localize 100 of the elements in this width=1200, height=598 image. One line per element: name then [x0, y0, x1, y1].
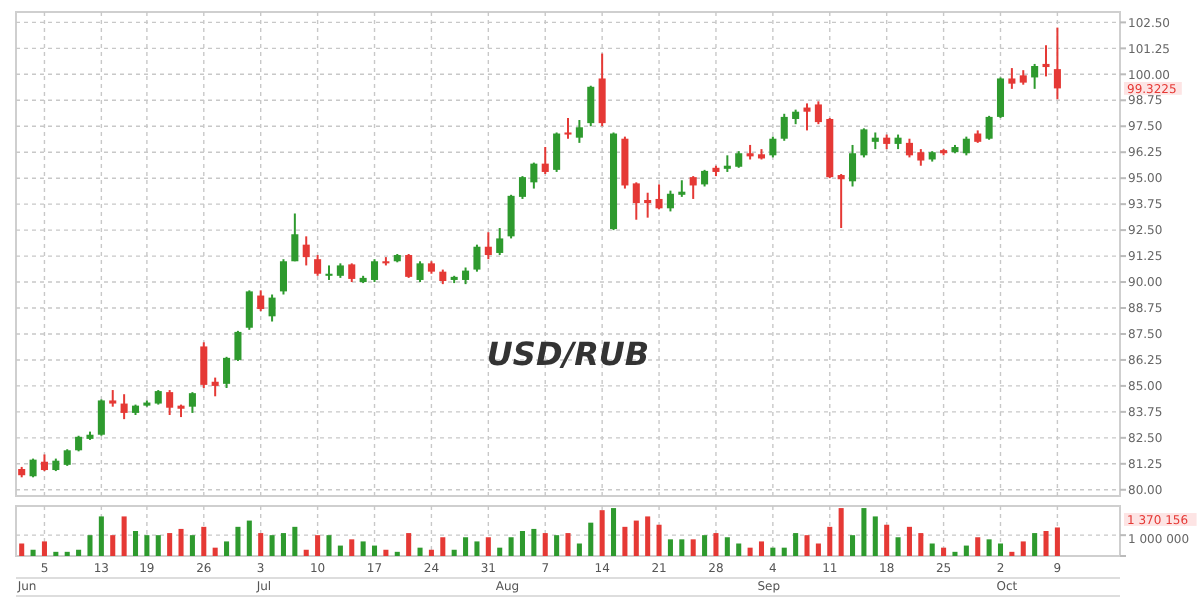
bar [189, 535, 195, 556]
bar [519, 531, 525, 556]
bar [497, 547, 503, 556]
bar [30, 549, 36, 556]
bar [861, 508, 867, 556]
bar [258, 533, 264, 556]
bar [986, 539, 992, 556]
bar [599, 510, 605, 556]
candlestick [484, 231, 492, 261]
bar [417, 547, 423, 556]
bar [178, 528, 184, 556]
bar [975, 537, 981, 556]
candlestick [416, 260, 424, 284]
bar [554, 535, 560, 556]
bar [576, 543, 582, 556]
candlestick [621, 135, 629, 190]
candlestick [302, 235, 310, 267]
bar [371, 545, 378, 556]
candlestick [541, 146, 549, 176]
candlestick [575, 119, 583, 144]
bar [929, 543, 935, 556]
bar [349, 539, 355, 556]
bar [656, 524, 662, 556]
candlestick [860, 127, 868, 159]
bar [838, 508, 844, 556]
bar [758, 541, 765, 556]
bar [315, 535, 321, 556]
bar [246, 520, 252, 556]
bar [451, 549, 457, 556]
bar [155, 535, 161, 556]
bar [963, 545, 969, 556]
bar [793, 533, 799, 556]
candlestick [632, 181, 640, 221]
candlestick [564, 116, 572, 140]
bar [303, 549, 309, 556]
candlestick [655, 183, 663, 211]
bar [406, 533, 412, 556]
bar [474, 541, 480, 556]
bar [611, 508, 617, 556]
bar [906, 526, 912, 556]
candlestick [29, 457, 37, 479]
bar [622, 526, 628, 556]
bar [132, 531, 139, 556]
bar [872, 516, 878, 556]
bar [144, 535, 150, 556]
candlestick [1008, 67, 1016, 90]
candlestick [780, 112, 788, 142]
bar [428, 549, 434, 556]
candlestick [291, 212, 299, 263]
candlestick [1042, 44, 1050, 78]
bar [588, 522, 594, 556]
bar [212, 547, 218, 556]
candlestick [803, 102, 811, 132]
candlestick [257, 289, 265, 313]
candlestick [814, 100, 822, 126]
candlestick [849, 143, 857, 188]
candlestick [405, 253, 413, 279]
bar [815, 543, 821, 556]
candlestick [473, 243, 481, 273]
bar [383, 549, 389, 556]
bar [235, 526, 241, 556]
bar [269, 535, 275, 556]
candlestick [962, 135, 970, 157]
bar [918, 533, 924, 556]
bar [292, 526, 298, 556]
candlestick [985, 114, 993, 141]
candlestick [598, 52, 606, 128]
candlestick [370, 258, 379, 284]
candlestick [689, 175, 697, 200]
bar [201, 526, 207, 556]
candlestick [530, 161, 538, 190]
bar [76, 549, 82, 556]
bar [645, 516, 651, 556]
candlestick [644, 191, 652, 219]
bar [1020, 541, 1026, 556]
bar [804, 535, 810, 556]
candlestick [120, 393, 128, 421]
bar [633, 520, 639, 556]
bar [884, 524, 890, 556]
candlestick [587, 84, 595, 128]
bar [667, 539, 673, 556]
candlestick [507, 193, 515, 240]
bar [485, 537, 491, 556]
bar [19, 543, 25, 556]
bar [702, 535, 708, 556]
bar [781, 547, 787, 556]
candlestick [769, 135, 777, 159]
bar [531, 528, 537, 556]
bar [690, 539, 696, 556]
bar [167, 533, 173, 556]
bar [1043, 531, 1049, 556]
candlestick [268, 293, 276, 323]
candlestick [666, 189, 674, 213]
candlestick [905, 137, 913, 159]
bar [895, 537, 901, 556]
candlestick [553, 131, 561, 173]
text: USD/RUB [486, 335, 650, 374]
candlestick [211, 376, 219, 398]
bar [280, 533, 286, 556]
bar [542, 533, 548, 556]
